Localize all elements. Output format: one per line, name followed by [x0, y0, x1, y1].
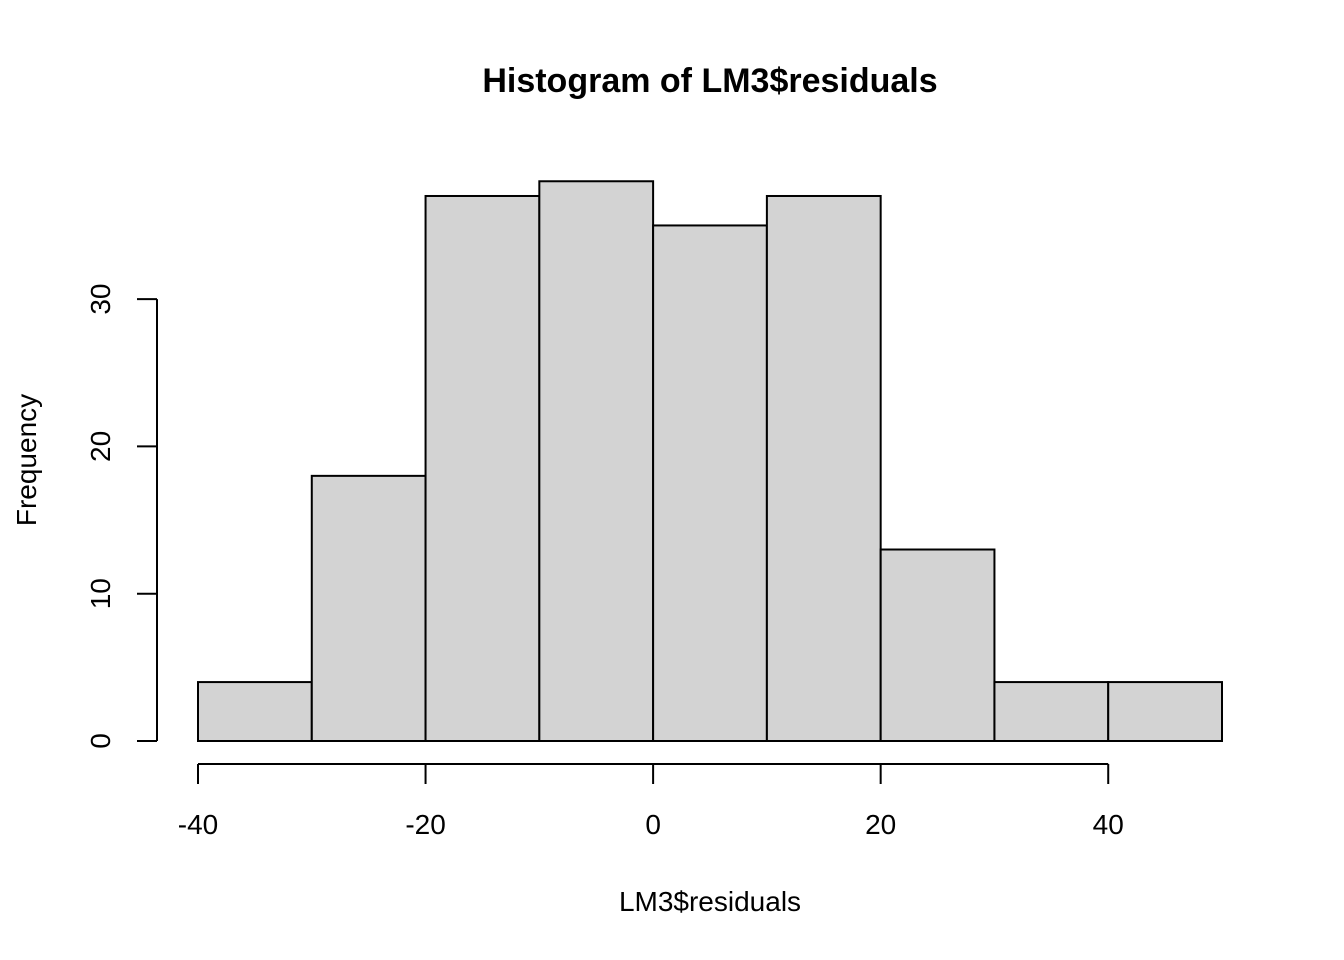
y-tick-label: 20	[85, 431, 116, 462]
histogram-bar	[879, 548, 996, 743]
histogram-bar	[197, 681, 313, 743]
x-tick-label: 20	[865, 809, 896, 840]
histogram-bar	[1107, 681, 1223, 743]
histogram-bar	[993, 681, 1110, 743]
histogram-bar	[310, 474, 427, 742]
histogram-bar	[652, 224, 768, 742]
bars-group	[197, 180, 1223, 743]
y-tick-label: 10	[85, 578, 116, 609]
histogram-bar	[538, 180, 655, 742]
y-axis-label: Frequency	[11, 394, 42, 526]
x-tick-label: 40	[1093, 809, 1124, 840]
x-tick-label: 0	[645, 809, 661, 840]
x-axis: -40 -20 0 20 40	[178, 763, 1124, 840]
x-tick-label: -40	[178, 809, 218, 840]
x-axis-label: LM3$residuals	[619, 886, 801, 917]
histogram-bar	[765, 194, 882, 743]
y-axis: 0 10 20 30	[85, 284, 158, 749]
chart-title: Histogram of LM3$residuals	[482, 62, 937, 100]
y-tick-label: 0	[85, 733, 116, 749]
x-tick-label: -20	[405, 809, 445, 840]
y-tick-label: 30	[85, 284, 116, 315]
histogram-bar	[424, 194, 541, 743]
